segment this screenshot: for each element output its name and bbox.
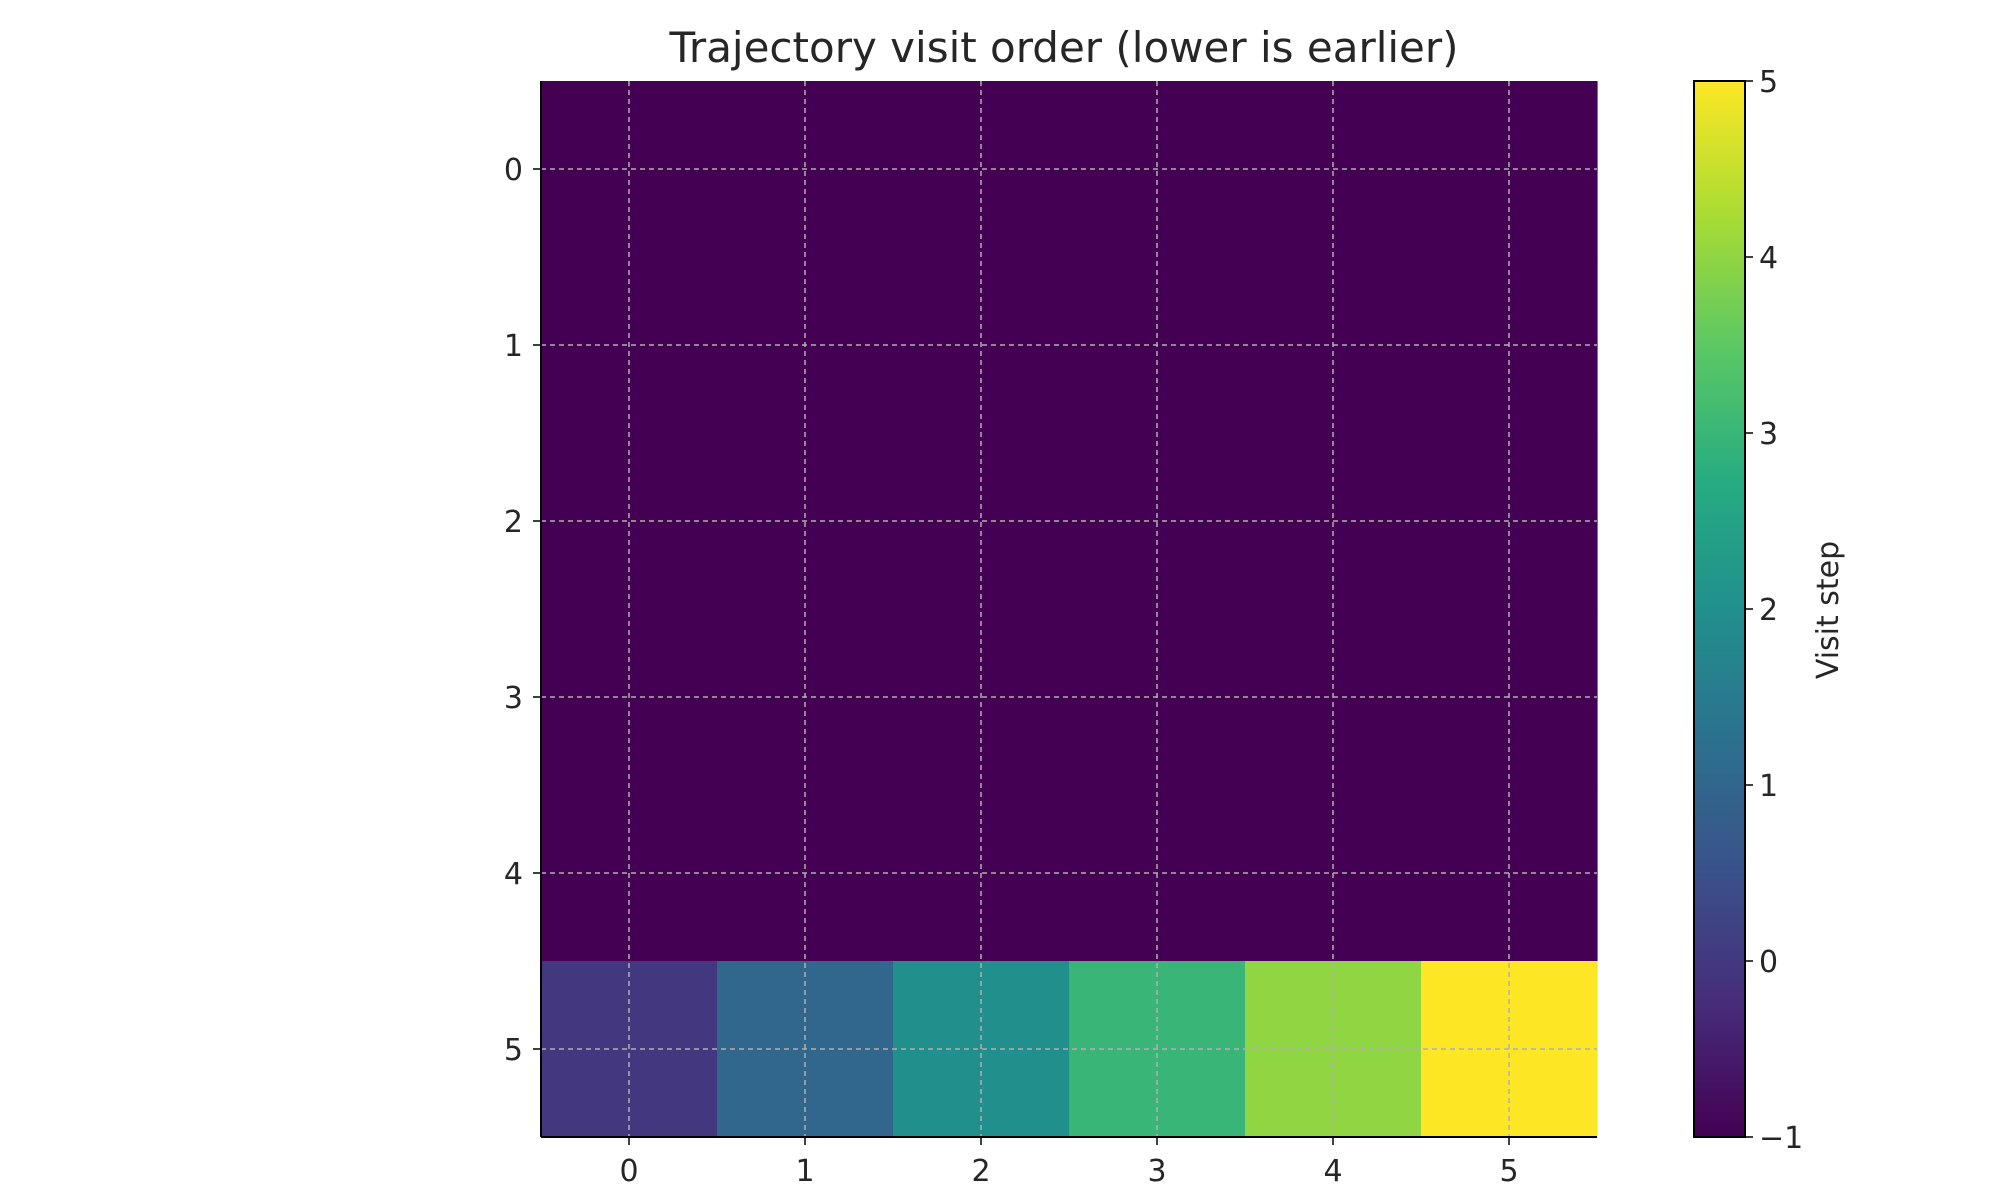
x-tick-label-5: 5 [1499, 1154, 1518, 1189]
colorbar-tick-label-0: −1 [1759, 1121, 1803, 1156]
x-tick-label-0: 0 [619, 1154, 638, 1189]
x-tick-label-3: 3 [1147, 1154, 1166, 1189]
colorbar-gradient [1693, 80, 1746, 1138]
heatmap-cells [541, 81, 1598, 1138]
colorbar-tick-label-4: 3 [1759, 417, 1778, 452]
colorbar-tick-label-2: 1 [1759, 769, 1778, 804]
x-axis-ticks: 0 1 2 3 4 5 [619, 1137, 1519, 1189]
colorbar-tick-label-1: 0 [1759, 945, 1778, 980]
colorbar-label: Visit step [1811, 541, 1846, 679]
y-tick-label-1: 1 [504, 329, 523, 364]
plot-axes [540, 81, 1597, 1138]
y-tick-label-0: 0 [504, 153, 523, 188]
y-tick-label-2: 2 [504, 505, 523, 540]
x-tick-label-4: 4 [1323, 1154, 1342, 1189]
colorbar-tick-label-5: 4 [1759, 241, 1778, 276]
x-tick-label-2: 2 [971, 1154, 990, 1189]
chart-title: Trajectory visit order (lower is earlier… [668, 23, 1458, 72]
colorbar: −1 0 1 2 3 4 5 [1693, 65, 1803, 1156]
x-tick-label-1: 1 [795, 1154, 814, 1189]
y-tick-label-3: 3 [504, 681, 523, 716]
y-tick-label-4: 4 [504, 857, 523, 892]
y-tick-label-5: 5 [504, 1033, 523, 1068]
grid-lines [541, 81, 1597, 1137]
heatmap-cell-r0-c0 [541, 81, 718, 258]
colorbar-tick-label-3: 2 [1759, 593, 1778, 628]
y-axis-ticks: 0 1 2 3 4 5 [504, 153, 541, 1068]
colorbar-tick-label-6: 5 [1759, 65, 1778, 100]
